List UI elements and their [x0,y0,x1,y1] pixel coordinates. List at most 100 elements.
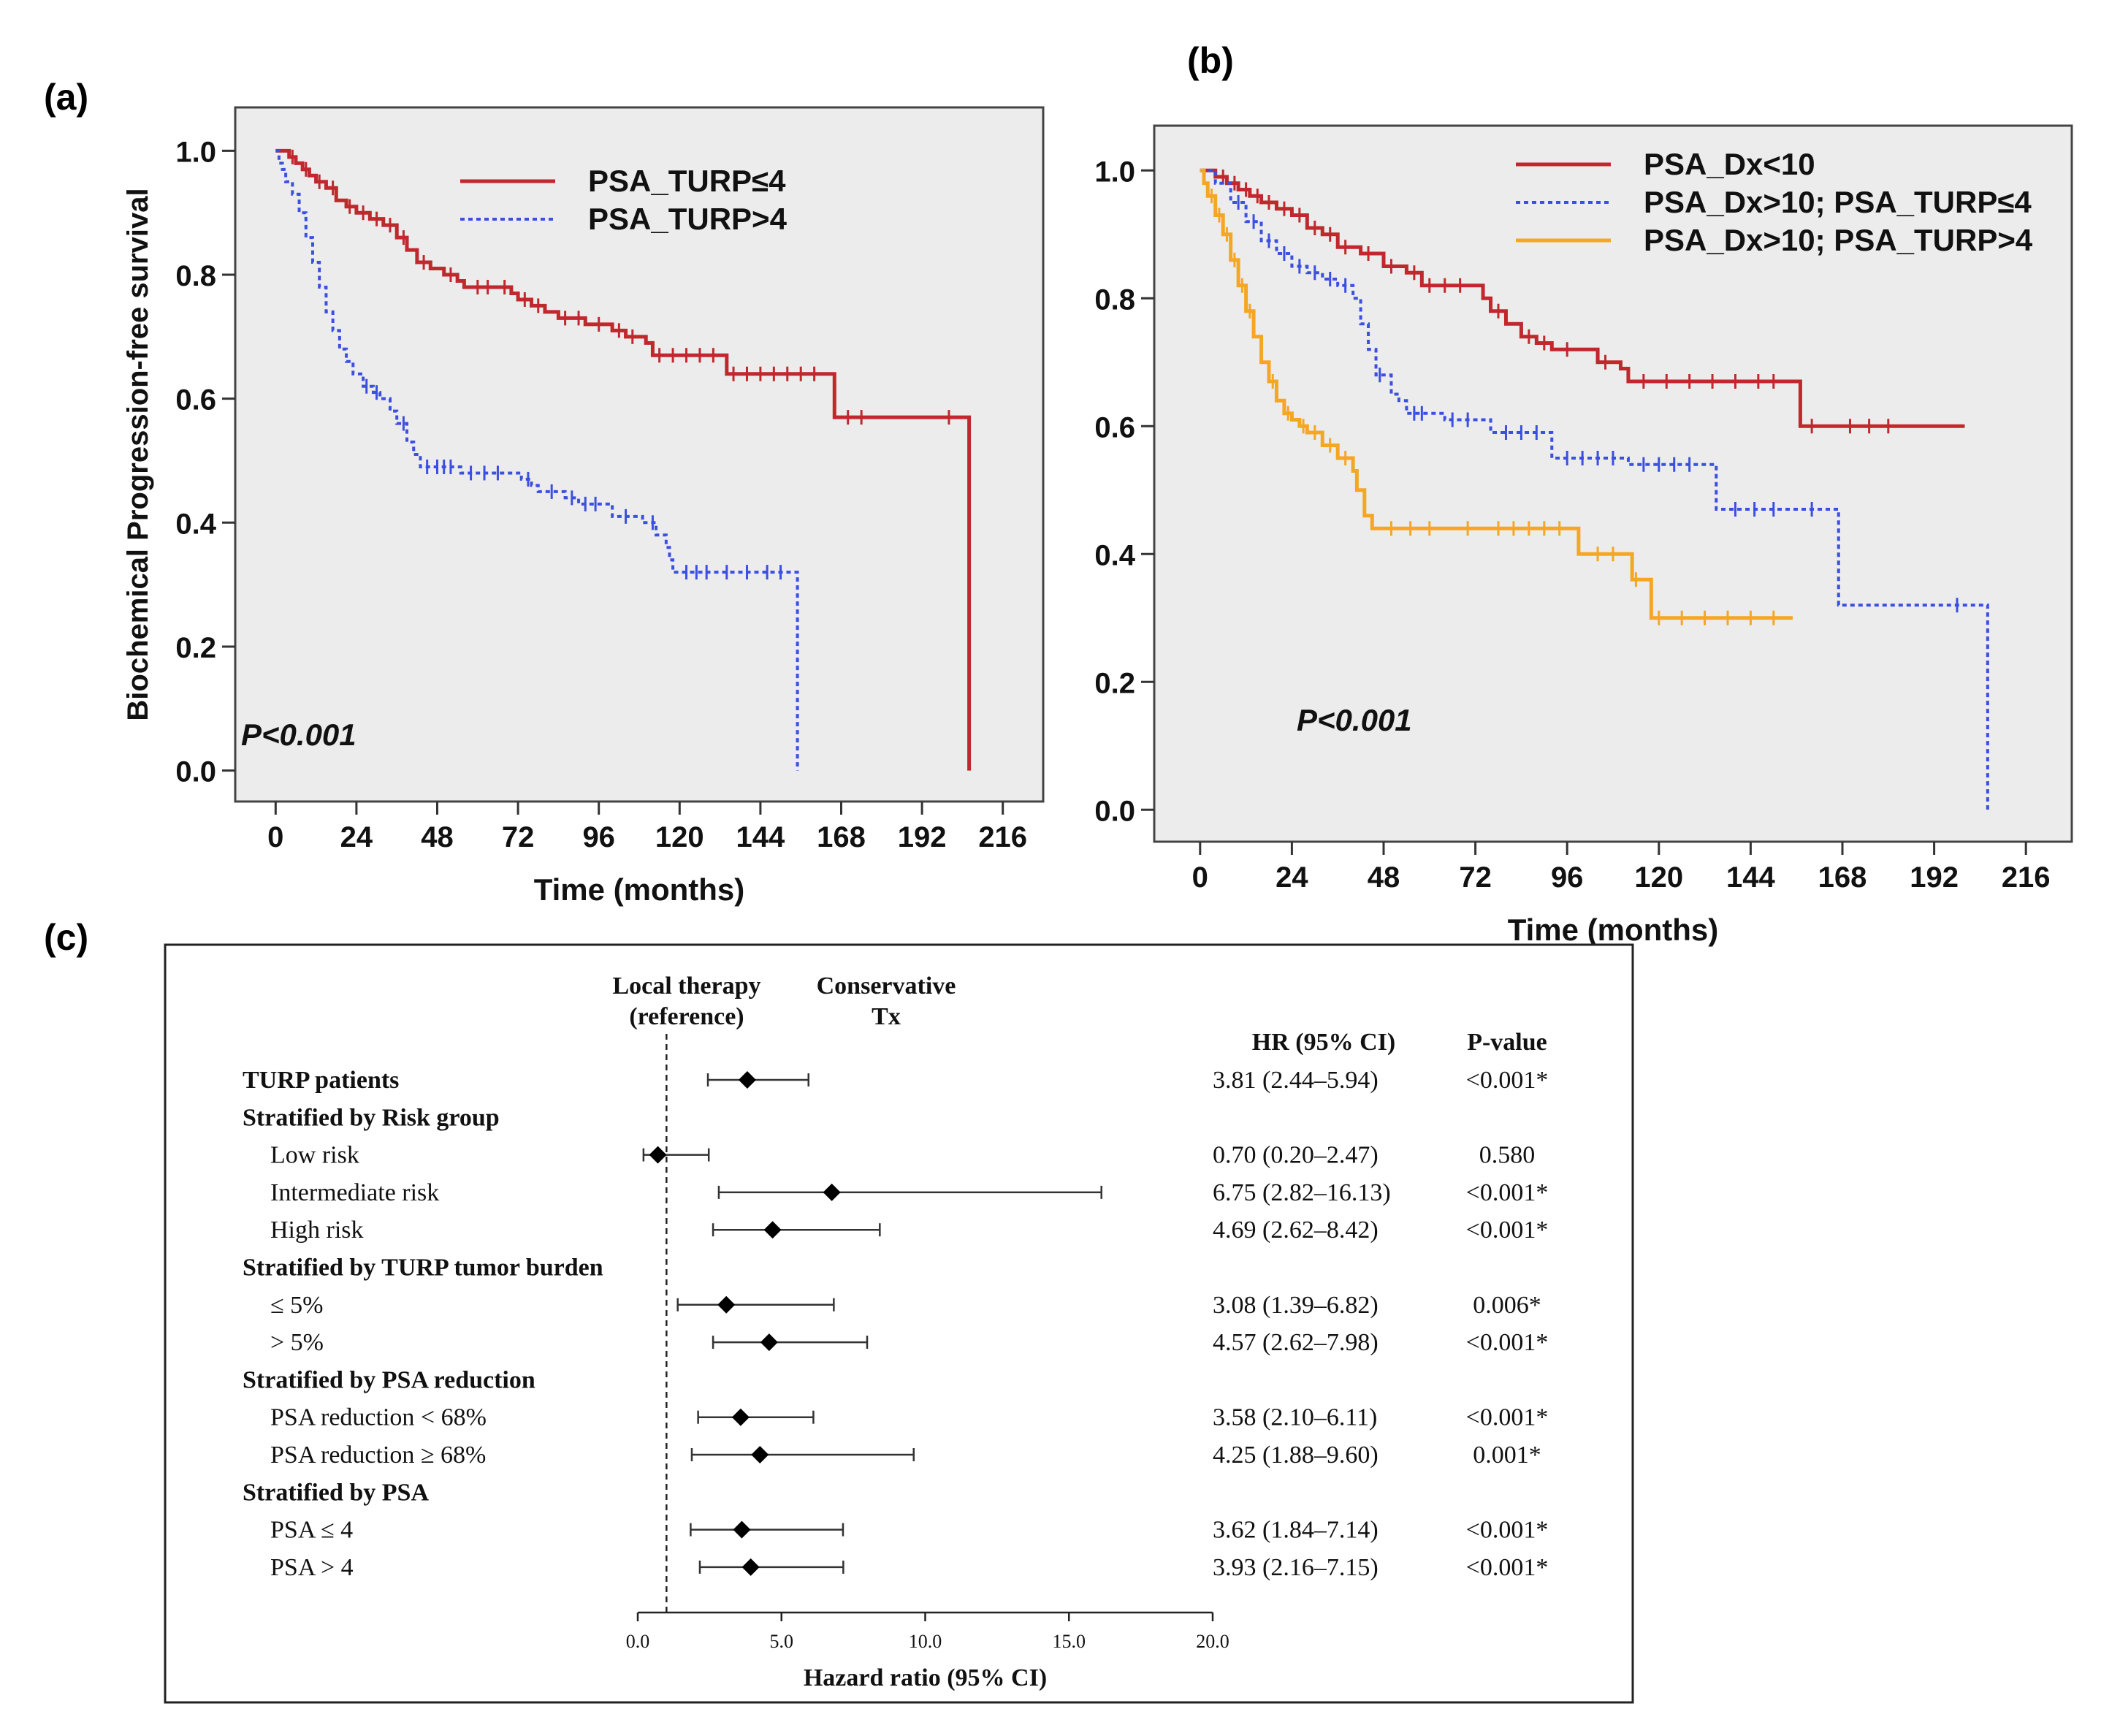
hr-value: 0.70 (0.20–2.47) [1213,1142,1379,1169]
forest-row: Intermediate risk 6.75 (2.82–16.13) <0.001… [270,1179,1548,1206]
hr-value: 4.25 (1.88–9.60) [1213,1442,1379,1469]
hr-header: HR (95% CI) [1252,1029,1395,1056]
x-tick-label: 72 [502,821,535,853]
forest-row: PSA reduction < 68% 3.58 (2.10–6.11) <0.00… [270,1404,1548,1431]
row-label: Stratified by PSA [243,1479,429,1506]
x-tick-label: 48 [421,821,454,853]
forest-row: PSA > 4 3.93 (2.16–7.15) <0.001* [270,1554,1548,1581]
y-tick-label: 0.0 [1094,795,1135,827]
legend-label: PSA_Dx>10; PSA_TURP>4 [1644,223,2033,257]
hr-point-marker [751,1446,769,1463]
x-tick-label: 24 [1276,861,1308,894]
x-tick-label: 48 [1368,861,1400,894]
x-axis-label: Time (months) [1508,913,1719,947]
x-tick-label: 10.0 [909,1631,942,1652]
plot-area [234,106,1045,803]
forest-row: > 5% 4.57 (2.62–7.98) <0.001* [270,1329,1548,1356]
hr-value: 3.62 (1.84–7.14) [1213,1517,1379,1544]
row-label: Stratified by PSA reduction [243,1366,535,1393]
hr-point-marker [738,1071,756,1089]
comparison-label: Tx [872,1003,901,1030]
y-axis-label: Biochemical Progression-free survival [122,188,154,720]
x-tick-label: 20.0 [1196,1631,1229,1652]
row-label: TURP patients [243,1067,399,1094]
survival-curve [1200,169,1989,810]
comparison-label: Conservative [817,972,956,1000]
y-tick-label: 1.0 [175,136,216,168]
x-tick-label: 0.0 [626,1631,650,1652]
forest-row: ≤ 5% 3.08 (1.39–6.82) 0.006* [270,1292,1541,1319]
p-value: <0.001* [1466,1179,1549,1206]
panel-label: (a) [44,77,88,118]
x-tick-label: 120 [1634,861,1683,894]
y-tick-label: 0.4 [175,508,216,540]
y-tick-label: 0.2 [1094,667,1135,699]
p-value: <0.001* [1466,1554,1549,1581]
row-label: Stratified by TURP tumor burden [243,1255,603,1282]
row-label: PSA ≤ 4 [270,1517,353,1544]
row-label: Stratified by Risk group [243,1104,500,1131]
forest-row: Stratified by Risk group [243,1104,500,1131]
p-value-annotation: P<0.001 [241,717,356,752]
hr-point-marker [649,1146,667,1164]
forest-row: PSA ≤ 4 3.62 (1.84–7.14) <0.001* [270,1517,1548,1544]
p-value: <0.001* [1466,1329,1549,1356]
forest-row: Stratified by PSA [243,1479,429,1506]
p-value: <0.001* [1466,1517,1549,1544]
km-series-1: PSA_TURP≤4 [275,148,972,771]
x-tick-label: 144 [736,821,785,853]
p-value: <0.001* [1466,1067,1549,1094]
reference-label: (reference) [629,1003,744,1030]
hr-point-marker [731,1408,750,1426]
forest-row: Low risk 0.70 (0.20–2.47) 0.580 [270,1142,1535,1169]
x-tick-label: 144 [1726,861,1775,894]
forest-row: Stratified by PSA reduction [243,1366,535,1393]
km-series-3: PSA_Dx>10; PSA_TURP>4 [1200,168,2033,625]
p-value: <0.001* [1466,1217,1549,1244]
x-tick-label: 24 [340,821,373,853]
y-tick-label: 0.8 [175,260,216,292]
km-series-2: PSA_TURP>4 [275,149,799,771]
p-value-annotation: P<0.001 [1297,703,1412,737]
km-panel-a: (a) 0.0 0.2 0.4 0.6 0.8 1.0 0 24 48 72 96 120 144 168 1… [44,77,1045,907]
hr-point-marker [717,1295,736,1314]
x-tick-label: 72 [1459,861,1492,894]
x-tick-label: 96 [1551,861,1584,894]
hr-value: 3.08 (1.39–6.82) [1213,1292,1379,1319]
y-tick-label: 1.0 [1094,156,1135,188]
hr-point-marker [760,1333,778,1352]
hr-point-marker [763,1221,782,1239]
legend-label: PSA_TURP≤4 [588,164,786,198]
y-tick-label: 0.2 [175,632,216,664]
row-label: PSA reduction ≥ 68% [270,1442,486,1469]
legend-label: PSA_TURP>4 [588,202,788,236]
hr-value: 3.93 (2.16–7.15) [1213,1554,1379,1581]
x-tick-label: 216 [978,821,1027,853]
row-label: > 5% [270,1329,324,1356]
p-value: 0.006* [1473,1292,1541,1319]
y-tick-label: 0.6 [175,384,216,416]
x-tick-label: 0 [267,821,283,853]
x-tick-label: 0 [1192,861,1208,894]
x-tick-label: 192 [898,821,947,853]
hr-point-marker [733,1520,751,1539]
row-label: ≤ 5% [270,1292,323,1319]
y-tick-label: 0.4 [1094,539,1135,571]
row-label: High risk [270,1217,364,1244]
y-tick-label: 0.0 [175,756,216,788]
hr-value: 3.81 (2.44–5.94) [1213,1067,1379,1094]
p-value: 0.001* [1473,1442,1541,1469]
x-axis-label: Time (months) [534,872,745,907]
x-axis-label: Hazard ratio (95% CI) [804,1664,1047,1691]
row-label: PSA reduction < 68% [270,1404,487,1431]
forest-row: High risk 4.69 (2.62–8.42) <0.001* [270,1217,1548,1244]
p-value-header: P-value [1467,1029,1547,1056]
x-tick-label: 216 [2002,861,2051,894]
hr-value: 6.75 (2.82–16.13) [1213,1179,1391,1206]
km-panel-b: (b) 0.0 0.2 0.4 0.6 0.8 1.0 0 24 48 72 96 120 144 168 1… [1094,40,2073,947]
hr-value: 3.58 (2.10–6.11) [1213,1404,1377,1431]
x-tick-label: 15.0 [1053,1631,1086,1652]
legend-label: PSA_Dx<10 [1644,147,1815,181]
km-series-2: PSA_Dx>10; PSA_TURP≤4 [1200,169,2032,810]
x-tick-label: 96 [582,821,615,853]
